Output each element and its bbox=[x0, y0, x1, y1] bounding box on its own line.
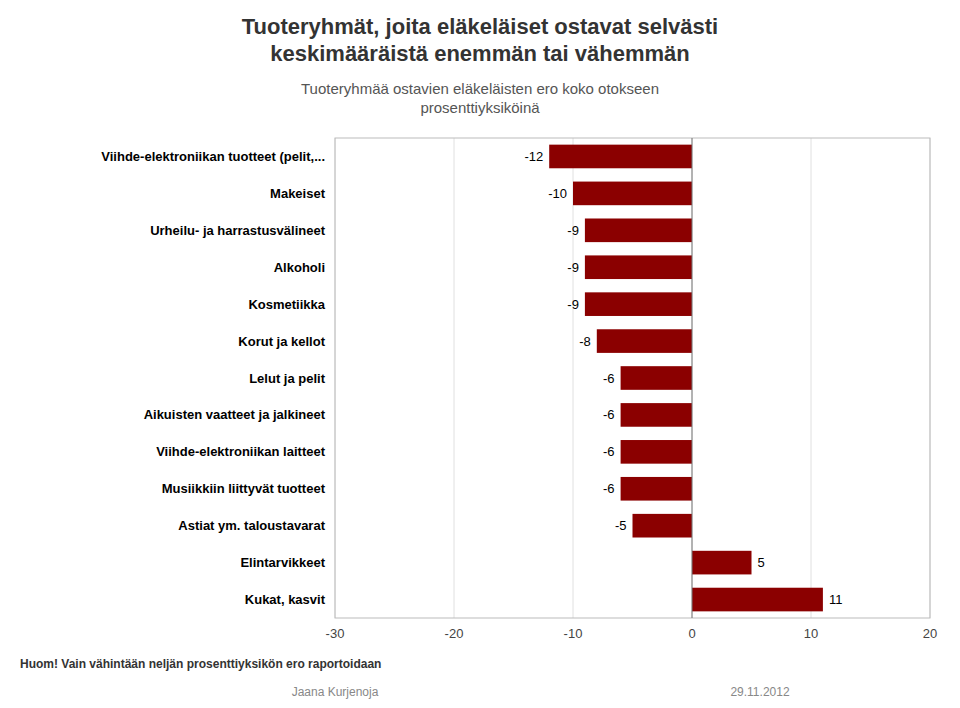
category-label: Musiikkiin liittyvät tuotteet bbox=[162, 481, 326, 496]
data-label: -10 bbox=[548, 186, 567, 201]
category-label: Makeiset bbox=[270, 186, 326, 201]
data-label: -6 bbox=[603, 444, 615, 459]
title-line: keskimääräistä enemmän tai vähemmän bbox=[270, 41, 689, 66]
bar bbox=[633, 514, 693, 538]
bar bbox=[692, 551, 752, 575]
bar bbox=[573, 182, 692, 206]
tick-label: -20 bbox=[445, 626, 464, 641]
data-label: -6 bbox=[603, 371, 615, 386]
bars bbox=[549, 145, 823, 612]
data-label: -6 bbox=[603, 407, 615, 422]
category-label: Viihde-elektroniikan tuotteet (pelit,... bbox=[101, 149, 325, 164]
annotation: 29.11.2012 bbox=[730, 685, 789, 699]
data-label: -6 bbox=[603, 481, 615, 496]
bar bbox=[621, 366, 692, 390]
data-label: -5 bbox=[615, 518, 627, 533]
category-label: Lelut ja pelit bbox=[249, 371, 326, 386]
category-label: Kukat, kasvit bbox=[245, 592, 326, 607]
bar bbox=[621, 403, 692, 427]
data-label: 11 bbox=[829, 592, 843, 607]
tick-label: 10 bbox=[804, 626, 818, 641]
grid-line bbox=[573, 138, 574, 618]
category-label: Viihde-elektroniikan laitteet bbox=[156, 444, 325, 459]
category-label: Aikuisten vaatteet ja jalkineet bbox=[144, 407, 326, 422]
bar bbox=[621, 477, 692, 501]
grid-line bbox=[692, 138, 693, 618]
tick-label: -10 bbox=[564, 626, 583, 641]
chart: Tuoteryhmät, joita eläkeläiset ostavat s… bbox=[0, 0, 960, 708]
data-label: -8 bbox=[579, 334, 591, 349]
data-label: 5 bbox=[758, 555, 765, 570]
category-label: Elintarvikkeet bbox=[240, 555, 325, 570]
annotation: Huom! Vain vähintään neljän prosenttiyks… bbox=[20, 657, 381, 671]
subtitle-line: Tuoteryhmää ostavien eläkeläisten ero ko… bbox=[301, 80, 659, 97]
category-label: Kosmetiikka bbox=[248, 297, 325, 312]
bar bbox=[585, 218, 692, 242]
grid-line bbox=[811, 138, 812, 618]
tick-label: 20 bbox=[923, 626, 937, 641]
bar bbox=[597, 329, 692, 353]
category-label: Korut ja kellot bbox=[238, 334, 325, 349]
title-line: Tuoteryhmät, joita eläkeläiset ostavat s… bbox=[242, 14, 718, 39]
title: Tuoteryhmät, joita eläkeläiset ostavat s… bbox=[242, 14, 718, 66]
category-label: Urheilu- ja harrastusvälineet bbox=[150, 223, 326, 238]
data-label: -9 bbox=[567, 260, 579, 275]
category-label: Alkoholi bbox=[274, 260, 325, 275]
tick-label: 0 bbox=[688, 626, 695, 641]
plot-frame bbox=[335, 138, 930, 618]
bar bbox=[585, 255, 692, 279]
subtitle-line: prosenttiyksiköinä bbox=[420, 99, 540, 116]
zero-line bbox=[692, 138, 693, 618]
category-label: Astiat ym. taloustavarat bbox=[178, 518, 325, 533]
subtitle: Tuoteryhmää ostavien eläkeläisten ero ko… bbox=[301, 80, 659, 116]
bar bbox=[692, 588, 823, 612]
grid-line bbox=[454, 138, 455, 618]
data-label: -12 bbox=[524, 149, 543, 164]
bar bbox=[549, 145, 692, 169]
data-label: -9 bbox=[567, 223, 579, 238]
bar bbox=[585, 292, 692, 316]
tick-label: -30 bbox=[326, 626, 345, 641]
bar bbox=[621, 440, 692, 464]
data-label: -9 bbox=[567, 297, 579, 312]
grid bbox=[335, 138, 930, 618]
annotation: Jaana Kurjenoja bbox=[292, 685, 379, 699]
